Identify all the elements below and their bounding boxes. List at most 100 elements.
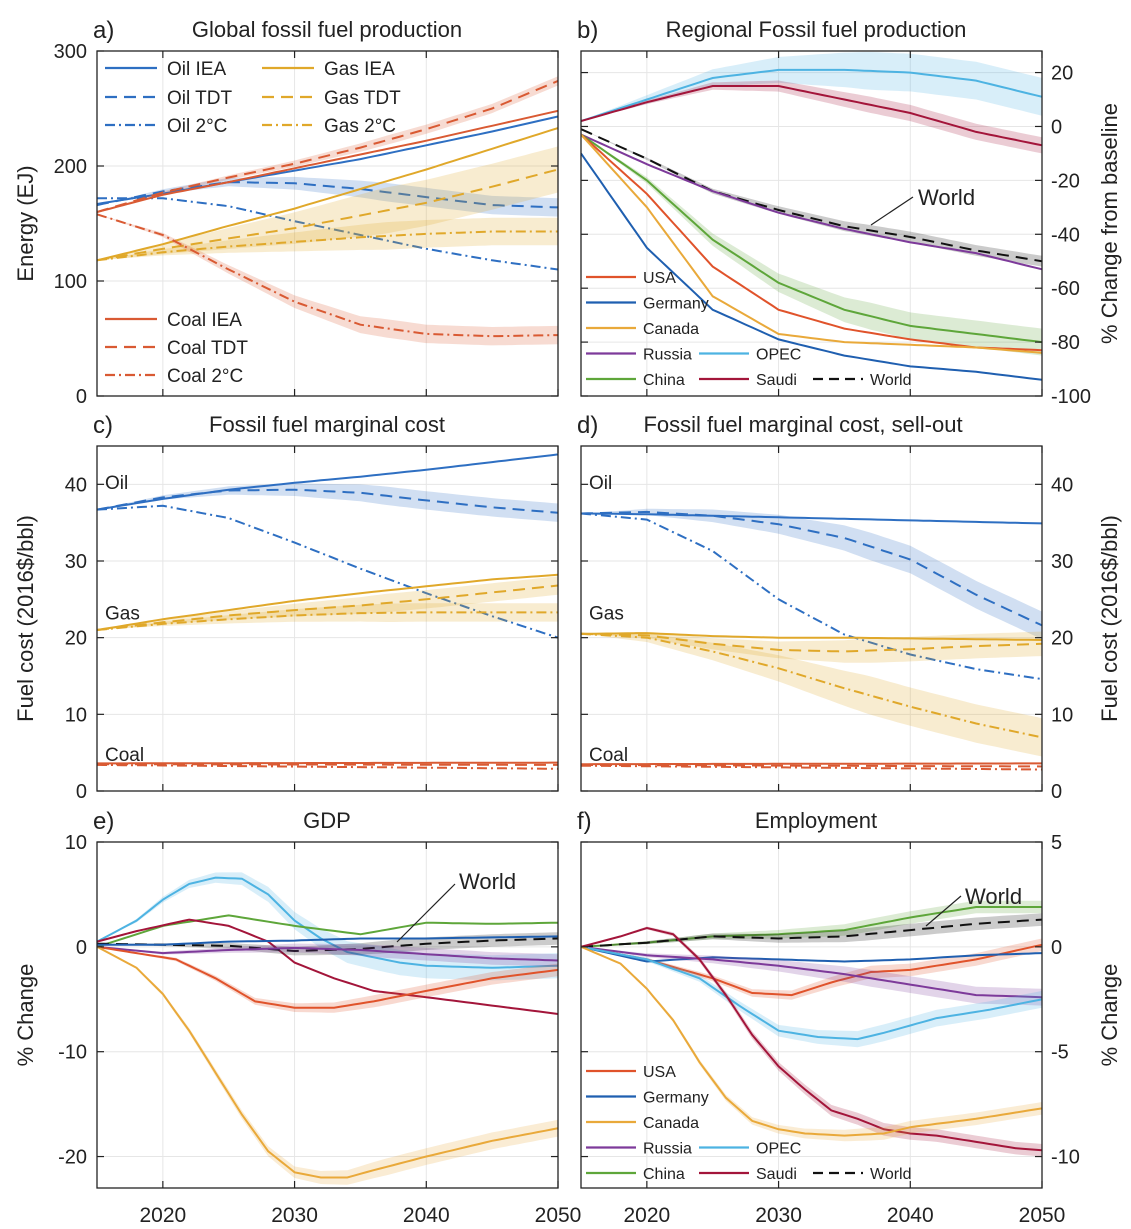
legend-label: USA: [643, 270, 676, 287]
uncertainty-band: [581, 900, 1042, 947]
uncertainty-band: [581, 80, 1042, 154]
y-tick-label: 20: [65, 628, 87, 650]
panel-label: f): [577, 808, 592, 835]
uncertainty-band: [97, 872, 558, 981]
y-tick-label: 20: [1051, 63, 1073, 85]
panel-label: c): [93, 412, 113, 439]
uncertainty-band: [97, 176, 558, 217]
legend-label: Germany: [643, 296, 709, 313]
x-tick-label: 2030: [271, 1204, 318, 1227]
y-tick-label: 20: [1051, 628, 1073, 650]
y-tick-label: 0: [1051, 116, 1062, 138]
series-line: [581, 632, 1042, 739]
series-line: [581, 510, 1042, 627]
series-line: [97, 79, 558, 213]
plot-area: [581, 900, 1042, 1157]
legend-label: Gas 2°C: [324, 116, 396, 137]
legend-label: Coal IEA: [167, 310, 242, 331]
series-line: [97, 945, 558, 1179]
series-line: [581, 512, 1042, 525]
series-line: [97, 763, 558, 770]
chart-title: Fossil fuel marginal cost: [209, 412, 445, 437]
uncertainty-band: [581, 946, 1042, 1048]
plot-frame: [96, 50, 559, 397]
uncertainty-band: [97, 603, 558, 630]
chart-panel-f: -10 -5 0 5 % Change f) Employment USA Germany Can…: [577, 808, 1122, 1189]
series-line: [581, 512, 1042, 681]
series-line: [581, 926, 1042, 1152]
series-label: Coal: [105, 745, 144, 766]
chart-panel-d: 0 10 20 30 40 Fuel cost (2016$/bbl) d) Fossil f…: [577, 412, 1122, 803]
legend-label: Saudi: [756, 1166, 797, 1183]
legend-label: Gas IEA: [324, 59, 395, 80]
uncertainty-band: [581, 631, 1042, 663]
y-tick-label: -10: [1051, 1147, 1080, 1169]
series-line: [97, 763, 558, 766]
series-line: [97, 761, 558, 765]
x-tick-label: 2040: [403, 1204, 450, 1227]
legend-label: World: [870, 372, 912, 389]
y-tick-label: 30: [65, 551, 87, 573]
x-tick-label: 2020: [623, 1204, 670, 1227]
y-tick-label: 100: [54, 271, 87, 293]
uncertainty-band: [97, 146, 558, 261]
legend-label: Oil TDT: [167, 88, 232, 109]
plot-area: [97, 872, 558, 1185]
chart-panel-b: -100 -80 -60 -40 -20 0 20 % Change from baselin…: [577, 17, 1122, 408]
y-tick-label: -40: [1051, 224, 1080, 246]
series-label: Oil: [589, 473, 612, 494]
panel-label: e): [93, 808, 114, 835]
series-line: [97, 168, 558, 262]
legend: Oil IEA Oil TDT Oil 2°C Gas IEA Gas TDT Gas 2…: [105, 59, 401, 387]
y-axis-label: % Change from baseline: [1097, 103, 1122, 344]
series-line: [581, 85, 1042, 147]
plot-frame: [580, 445, 1043, 792]
series-line: [97, 945, 558, 1009]
series-line: [97, 611, 558, 631]
y-tick-label: 0: [1051, 781, 1062, 803]
x-axis-layer: 2020 2030 2040 2050 2020 2030 2040 2050: [139, 1204, 1065, 1227]
series-line: [581, 133, 1042, 354]
series-line: [581, 945, 1042, 1041]
series-line: [581, 632, 1042, 653]
series-line: [97, 935, 558, 946]
plot-frame: [580, 50, 1043, 397]
chart-title: GDP: [303, 808, 351, 833]
legend-label: Germany: [643, 1090, 709, 1107]
world-annotation: World: [925, 884, 1022, 927]
y-axis-label: Energy (EJ): [13, 165, 38, 281]
x-tick-label: 2050: [535, 1204, 582, 1227]
chart-title: Employment: [755, 808, 877, 833]
series-line: [581, 128, 1042, 263]
x-tick-label: 2050: [1019, 1204, 1066, 1227]
y-tick-label: -5: [1051, 1042, 1069, 1064]
legend: USA Germany Canada Russia OPEC China Saudi Worl…: [586, 270, 912, 389]
annotation-leader: [925, 895, 962, 927]
legend-label: Gas TDT: [324, 88, 401, 109]
annotation-leader: [870, 196, 914, 226]
plot-area: [97, 76, 558, 346]
series-line: [97, 453, 558, 511]
uncertainty-band: [581, 946, 1042, 1006]
legend-label: Coal 2°C: [167, 366, 243, 387]
legend-label: Russia: [643, 347, 692, 364]
series-line: [581, 133, 1042, 344]
series-label: Oil: [105, 473, 128, 494]
y-tick-label: 200: [54, 156, 87, 178]
y-tick-label: 10: [65, 704, 87, 726]
plot-frame: [96, 445, 559, 792]
series-line: [97, 918, 558, 1015]
legend-label: Saudi: [756, 372, 797, 389]
series-line: [581, 945, 1042, 999]
y-tick-label: 300: [54, 41, 87, 63]
y-tick-label: 40: [1051, 474, 1073, 496]
series-line: [97, 573, 558, 631]
uncertainty-band: [581, 134, 1042, 356]
uncertainty-band: [581, 946, 1042, 1142]
series-line: [581, 68, 1042, 123]
y-tick-label: -20: [58, 1147, 87, 1169]
panel-label: b): [577, 17, 598, 44]
series-line: [97, 914, 558, 948]
legend-label: Oil IEA: [167, 59, 226, 80]
plot-area: [581, 508, 1042, 771]
